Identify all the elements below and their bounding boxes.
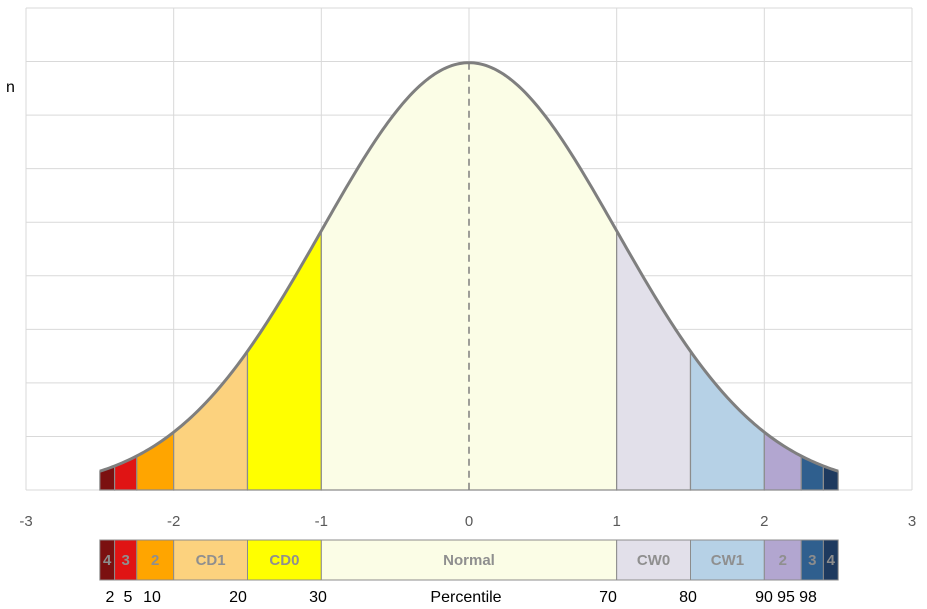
legend-label: CD0: [269, 552, 299, 569]
region: [246, 228, 322, 491]
percentile-label: 98: [799, 589, 817, 606]
percentile-label: 95: [777, 589, 795, 606]
legend-label: 2: [779, 552, 787, 569]
x-tick-label: -1: [315, 513, 328, 530]
x-tick-label: -2: [167, 513, 180, 530]
percentile-label: 2: [106, 589, 115, 606]
legend-cell: [173, 539, 249, 581]
region: [173, 349, 249, 491]
legend-label: 2: [151, 552, 159, 569]
legend-cell: [136, 539, 175, 581]
legend-cell: [763, 539, 802, 581]
percentile-label: 70: [599, 589, 617, 606]
percentile-label: 90: [755, 589, 773, 606]
percentile-label: 5: [124, 589, 133, 606]
legend-cell: [822, 539, 839, 581]
side-note: n: [6, 79, 15, 96]
region: [763, 430, 802, 491]
percentile-label: 10: [143, 589, 161, 606]
legend-label: 3: [808, 552, 816, 569]
region: [136, 430, 175, 491]
region: [616, 228, 692, 491]
x-tick-label: 0: [465, 513, 473, 530]
x-tick-label: 2: [760, 513, 768, 530]
percentile-label: 30: [309, 589, 327, 606]
percentile-title: Percentile: [430, 589, 501, 606]
legend-cell: [247, 539, 322, 581]
region: [689, 349, 765, 491]
legend-label: Normal: [443, 552, 495, 569]
legend-label: CW1: [711, 552, 744, 569]
x-tick-label: 1: [612, 513, 620, 530]
legend-label: CW0: [637, 552, 670, 569]
legend-cell: [616, 539, 692, 581]
legend-label: 3: [122, 552, 130, 569]
x-tick-label: -3: [19, 513, 32, 530]
percentile-label: 20: [229, 589, 247, 606]
legend-label: 4: [103, 552, 112, 569]
x-tick-label: 3: [908, 513, 916, 530]
legend-label: CD1: [196, 552, 226, 569]
percentile-label: 80: [679, 589, 697, 606]
legend-label: 4: [827, 552, 836, 569]
